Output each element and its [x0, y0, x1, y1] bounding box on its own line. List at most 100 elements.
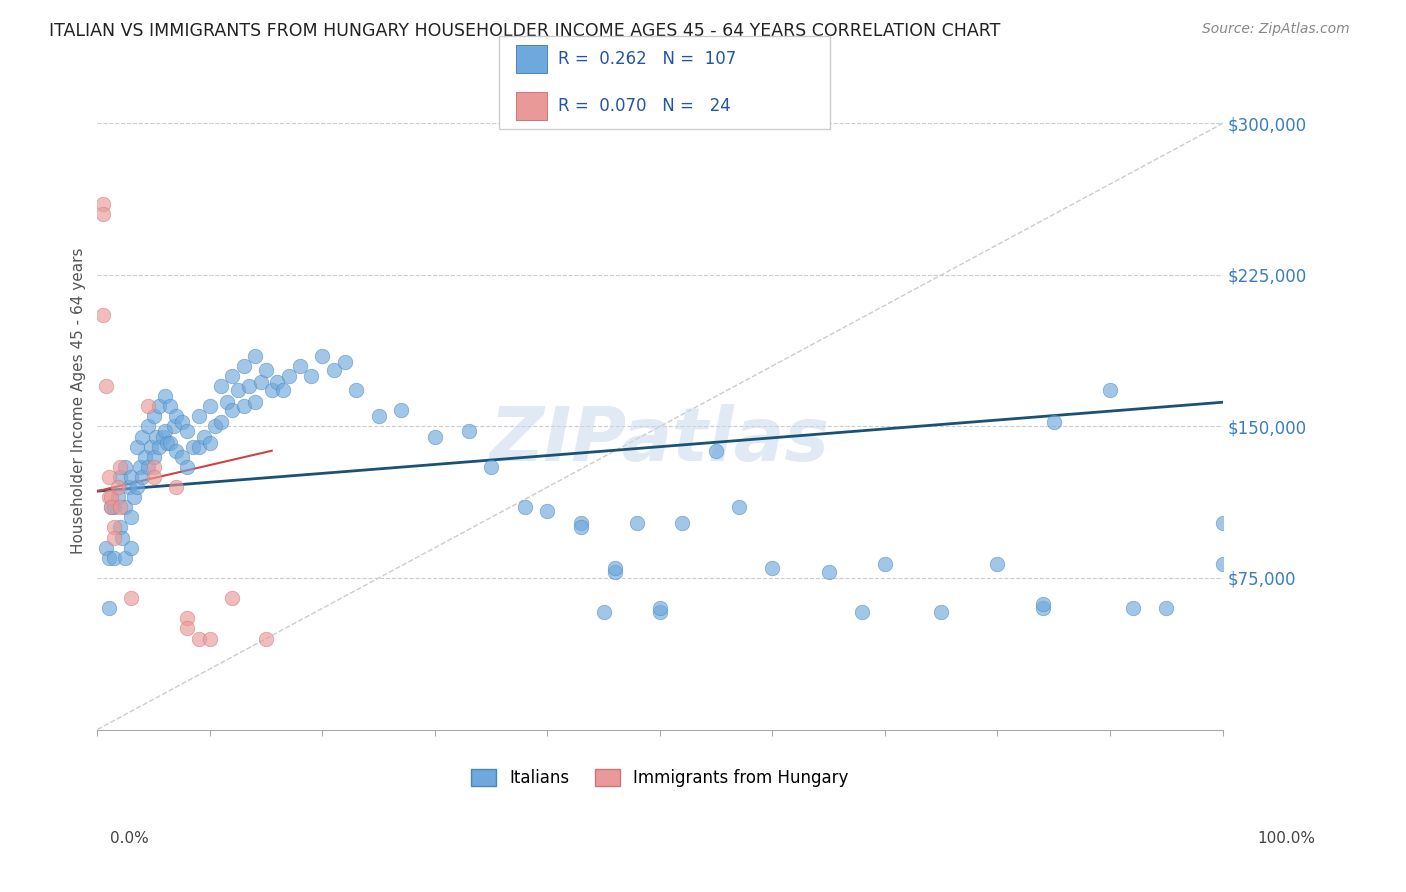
Point: [704, 443, 727, 458]
Point: [479, 459, 502, 474]
Point: [136, 419, 159, 434]
Point: [1031, 597, 1053, 611]
Point: [569, 516, 592, 531]
Text: 0.0%: 0.0%: [110, 831, 149, 846]
Point: [513, 500, 536, 515]
Text: R =  0.070   N =   24: R = 0.070 N = 24: [558, 97, 731, 115]
Point: [187, 632, 209, 646]
Point: [221, 403, 243, 417]
Point: [232, 359, 254, 373]
Point: [254, 363, 277, 377]
Point: [107, 480, 129, 494]
Point: [311, 349, 333, 363]
Point: [91, 197, 114, 211]
Point: [159, 435, 181, 450]
Point: [333, 355, 356, 369]
Point: [209, 416, 232, 430]
Point: [1212, 516, 1234, 531]
Point: [238, 379, 260, 393]
Point: [929, 605, 952, 619]
Text: R =  0.262   N =  107: R = 0.262 N = 107: [558, 50, 737, 68]
Point: [152, 429, 174, 443]
Point: [141, 440, 163, 454]
Point: [198, 399, 221, 413]
Legend: Italians, Immigrants from Hungary: Italians, Immigrants from Hungary: [465, 762, 855, 793]
Point: [277, 369, 299, 384]
Point: [148, 399, 170, 413]
Point: [145, 429, 167, 443]
Point: [592, 605, 614, 619]
Point: [107, 490, 129, 504]
Point: [176, 622, 198, 636]
Point: [96, 541, 118, 555]
Point: [136, 399, 159, 413]
Point: [254, 632, 277, 646]
Text: ITALIAN VS IMMIGRANTS FROM HUNGARY HOUSEHOLDER INCOME AGES 45 - 64 YEARS CORRELA: ITALIAN VS IMMIGRANTS FROM HUNGARY HOUSE…: [49, 22, 1001, 40]
Point: [148, 440, 170, 454]
Point: [198, 632, 221, 646]
Point: [344, 383, 367, 397]
Point: [170, 450, 193, 464]
Point: [97, 490, 120, 504]
Point: [153, 424, 176, 438]
Point: [266, 375, 288, 389]
Point: [249, 375, 271, 389]
Point: [103, 500, 125, 515]
Point: [1098, 383, 1121, 397]
Point: [142, 470, 165, 484]
Point: [129, 459, 152, 474]
Point: [226, 383, 249, 397]
Point: [727, 500, 749, 515]
Point: [91, 207, 114, 221]
Point: [176, 459, 198, 474]
Point: [136, 459, 159, 474]
Point: [569, 520, 592, 534]
Point: [111, 531, 134, 545]
Point: [1031, 601, 1053, 615]
Point: [187, 440, 209, 454]
Point: [97, 470, 120, 484]
Point: [163, 419, 186, 434]
Y-axis label: Householder Income Ages 45 - 64 years: Householder Income Ages 45 - 64 years: [72, 248, 86, 555]
Point: [103, 531, 125, 545]
Point: [124, 490, 146, 504]
Point: [1042, 416, 1064, 430]
Point: [232, 399, 254, 413]
Text: ZIPatlas: ZIPatlas: [489, 404, 830, 477]
Point: [198, 435, 221, 450]
Point: [221, 591, 243, 606]
Point: [120, 510, 142, 524]
Point: [603, 561, 626, 575]
Point: [108, 470, 131, 484]
Point: [243, 395, 266, 409]
Point: [97, 550, 120, 565]
Point: [221, 369, 243, 384]
Point: [120, 470, 142, 484]
Point: [108, 520, 131, 534]
Point: [165, 443, 187, 458]
Text: 100.0%: 100.0%: [1257, 831, 1316, 846]
Text: Source: ZipAtlas.com: Source: ZipAtlas.com: [1202, 22, 1350, 37]
Point: [536, 504, 558, 518]
Point: [114, 500, 136, 515]
Point: [288, 359, 311, 373]
Point: [131, 429, 153, 443]
Point: [100, 490, 122, 504]
Point: [156, 435, 179, 450]
Point: [118, 480, 141, 494]
Point: [851, 605, 873, 619]
Point: [100, 500, 122, 515]
Point: [153, 389, 176, 403]
Point: [103, 520, 125, 534]
Point: [1121, 601, 1143, 615]
Point: [120, 591, 142, 606]
Point: [165, 480, 187, 494]
Point: [120, 541, 142, 555]
Point: [176, 611, 198, 625]
Point: [204, 419, 226, 434]
Point: [648, 605, 671, 619]
Point: [209, 379, 232, 393]
Point: [193, 429, 215, 443]
Point: [181, 440, 204, 454]
Point: [299, 369, 322, 384]
